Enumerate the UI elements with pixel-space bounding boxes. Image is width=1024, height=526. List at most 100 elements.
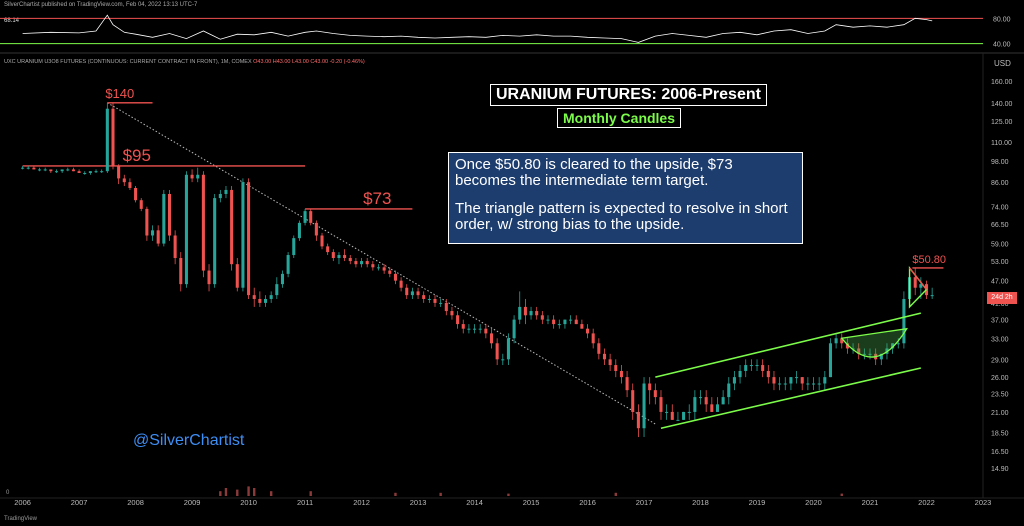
candle-body [834,338,838,344]
candle-body [286,255,290,274]
candle-body [269,295,273,299]
candle-body [224,189,228,194]
candle-body [422,295,426,299]
y-tick-label: 110.00 [991,140,1012,147]
candle-body [343,255,347,259]
x-tick-label: 2019 [749,498,766,507]
candle-body [761,365,765,371]
x-tick-label: 2011 [297,498,313,507]
candle-body [879,353,883,360]
candle-body [399,280,403,288]
candle-body [795,377,799,379]
analysis-note: Once $50.80 is cleared to the upside, $7… [448,152,803,244]
volume-bar [236,489,239,496]
dotted-downtrend-line [107,102,656,425]
candle-body [845,343,849,349]
y-tick-label: 41.00 [991,301,1009,308]
candle-body [427,298,431,300]
volume-bar [247,486,250,496]
candle-body [71,169,75,172]
candle-body [134,187,138,201]
note-line-2: The triangle pattern is expected to reso… [455,200,788,233]
candle-body [738,370,742,378]
y-tick-label: 59.00 [991,242,1009,249]
volume-bar [394,492,397,496]
candle-body [670,411,674,420]
candle-body [88,171,92,173]
triangle-upper-edge [909,267,928,290]
tradingview-logo: TradingView [4,516,38,522]
candle-body [151,230,155,236]
volume-bar [269,491,273,496]
candle-body [591,333,595,344]
candle-body [263,298,268,303]
candle-body [614,365,618,371]
candle-body [456,315,460,325]
candle-body [540,315,544,320]
candle-body [275,284,279,296]
candle-body [77,171,81,173]
candle-body [337,255,341,259]
channel-lower-line [660,367,922,430]
candle-body [710,404,714,412]
candle-body [817,383,821,385]
candle-body [665,411,669,413]
x-tick-label: 2010 [240,498,257,507]
channel-upper-line [655,312,922,378]
y-tick-label: 86.00 [991,180,1009,187]
candle-body [117,165,121,179]
x-tick-label: 2016 [579,498,596,507]
candle-body [467,328,471,330]
y-tick-label: 53.00 [991,259,1009,266]
candle-body [111,108,115,166]
candle-body [625,377,629,391]
y-tick-label: 21.00 [991,410,1009,417]
candle-body [783,383,787,385]
y-tick-label: 160.00 [991,79,1013,86]
y-tick-label: 29.00 [991,357,1009,364]
candle-body [410,291,414,296]
y-tick-label: 47.00 [991,279,1009,286]
x-tick-label: 2018 [692,498,709,507]
author-handle: @SilverChartist [133,432,245,449]
candle-body [444,302,448,312]
rsi-line [22,14,933,43]
volume-bar [253,488,256,496]
candle-body [919,284,923,288]
candle-body [190,174,194,179]
candle-body [642,383,646,429]
x-tick-label: 2013 [410,498,427,507]
candle-body [682,411,686,420]
candle-body [891,343,895,349]
candle-body [653,390,657,398]
candle-body [602,353,607,360]
candle-body [478,328,482,330]
x-tick-label: 2008 [127,498,144,507]
currency-label: USD [994,59,1011,68]
candle-body [523,306,527,316]
candle-body [292,238,296,256]
candle-body [913,277,917,288]
candle-body [800,377,804,384]
candle-body [105,108,109,172]
rsi-level-40: 40.00 [993,42,1011,49]
candle-body [331,252,335,259]
candle-body [495,343,499,360]
x-tick-label: 2017 [636,498,653,507]
candle-body [586,328,590,334]
candle-body [789,377,793,384]
volume-bar [219,491,222,496]
candle-body [574,319,578,325]
candle-body [54,171,59,173]
cup-pattern [840,327,909,358]
candle-body [382,267,386,271]
candle-body [698,397,703,399]
candle-body [405,287,409,296]
candle-body [546,319,550,321]
chart-title: URANIUM FUTURES: 2006-Present [490,84,767,106]
candle-body [828,343,832,378]
candle-body [461,324,465,329]
volume-bar [224,488,228,496]
candle-body [167,193,172,236]
